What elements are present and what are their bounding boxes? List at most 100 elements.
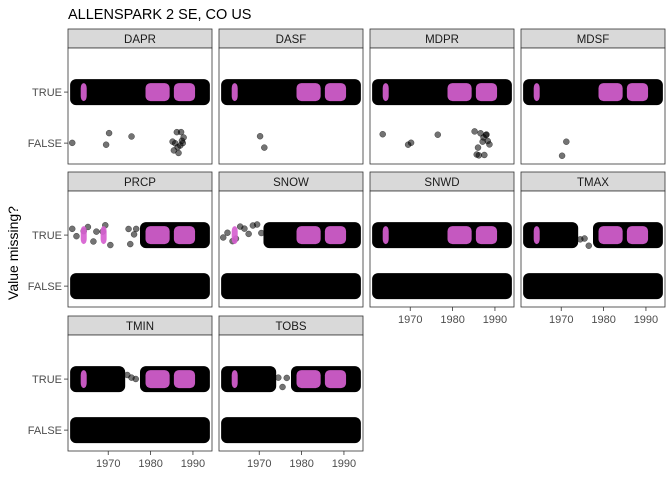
x-tick-label: 1990	[181, 458, 205, 470]
false-point	[177, 128, 185, 136]
false-observed-block	[221, 417, 361, 444]
x-tick-label: 1970	[247, 458, 271, 470]
false-point	[180, 134, 187, 141]
false-point	[379, 130, 386, 138]
facet-panel-mdsf: MDSF	[520, 28, 666, 165]
true-observed-block	[523, 222, 579, 249]
false-point	[471, 128, 478, 135]
y-axis-title: Value missing?	[5, 206, 21, 300]
highlight-segment	[296, 370, 321, 389]
true-point	[275, 374, 282, 381]
x-tick-label: 1990	[634, 314, 658, 326]
false-point	[486, 141, 493, 148]
highlight-segment	[324, 370, 347, 389]
y-tick-label: FALSE	[28, 425, 62, 437]
false-point	[128, 133, 135, 140]
true-point	[219, 234, 227, 241]
x-tick-label: 1980	[138, 458, 162, 470]
highlight-segment	[447, 83, 472, 102]
true-point	[68, 225, 76, 233]
y-tick-label: TRUE	[32, 374, 62, 386]
highlight-segment	[231, 370, 238, 389]
panel-border	[520, 47, 666, 165]
true-point	[283, 374, 291, 382]
false-point	[434, 131, 442, 138]
highlight-segment	[231, 83, 238, 102]
false-observed-block	[70, 417, 210, 444]
false-observed-block	[523, 273, 663, 300]
false-point	[174, 143, 181, 151]
facet-strip-label: SNOW	[273, 177, 309, 189]
y-tick-label: FALSE	[28, 281, 62, 293]
true-point	[245, 230, 252, 238]
highlight-segment	[598, 83, 623, 102]
highlight-segment	[80, 370, 87, 389]
true-point	[125, 225, 132, 233]
false-point	[256, 132, 264, 140]
facet-panel-snow: SNOW	[218, 171, 364, 308]
highlight-segment	[100, 226, 107, 245]
highlight-segment	[324, 226, 347, 245]
highlight-segment	[80, 226, 87, 245]
y-tick-label: TRUE	[32, 230, 62, 242]
facet-panel-tobs: TOBS 1970 1980 1990	[218, 315, 364, 470]
highlight-segment	[533, 226, 540, 245]
highlight-segment	[626, 226, 649, 245]
x-tick-label: 1980	[289, 458, 313, 470]
false-point	[558, 152, 566, 159]
x-tick-label: 1970	[96, 458, 120, 470]
highlight-segment	[145, 226, 170, 245]
x-tick-label: 1990	[332, 458, 356, 470]
highlight-segment	[173, 83, 196, 102]
facet-strip-label: PRCP	[124, 177, 156, 189]
x-tick-label: 1980	[591, 314, 615, 326]
facet-panel-dapr: DAPR TRUE FALSE	[28, 28, 213, 165]
true-point	[241, 225, 248, 232]
highlight-segment	[296, 83, 321, 102]
x-tick-label: 1990	[483, 314, 507, 326]
x-tick-label: 1970	[549, 314, 573, 326]
false-point	[483, 131, 490, 138]
highlight-segment	[626, 83, 649, 102]
facet-panel-tmax: TMAX 1970 1980 1990	[520, 171, 666, 326]
y-tick-label: FALSE	[28, 138, 62, 150]
highlight-segment	[475, 226, 498, 245]
highlight-segment	[145, 370, 170, 389]
true-observed-block	[221, 366, 277, 393]
facet-strip-label: SNWD	[424, 177, 459, 189]
false-observed-block	[221, 273, 361, 300]
true-point	[279, 383, 286, 391]
false-point	[474, 144, 482, 151]
true-point	[107, 241, 114, 249]
highlight-segment	[382, 83, 389, 102]
facet-strip-label: TOBS	[275, 321, 306, 333]
true-point	[93, 228, 100, 235]
x-tick-label: 1980	[440, 314, 464, 326]
true-point	[224, 229, 231, 237]
facet-strip-label: MDSF	[577, 34, 610, 46]
highlight-segment	[533, 83, 540, 102]
facet-strip-label: MDPR	[425, 34, 459, 46]
facet-strip-label: TMIN	[126, 321, 154, 333]
highlight-segment	[475, 83, 498, 102]
highlight-segment	[447, 226, 472, 245]
panel-border	[67, 47, 213, 165]
panel-border	[369, 47, 515, 165]
true-point	[581, 235, 588, 242]
facet-panels: DAPR TRUE FALSE DASF MDPR MDSF PRCP TRUE FALSE SN…	[28, 28, 666, 470]
highlight-segment	[296, 226, 321, 245]
facet-strip-label: DASF	[276, 34, 307, 46]
panel-border	[218, 47, 364, 165]
facet-panel-prcp: PRCP TRUE FALSE	[28, 171, 213, 308]
false-point	[475, 152, 483, 159]
highlight-segment	[145, 83, 170, 102]
chart-title: ALLENSPARK 2 SE, CO US	[68, 7, 251, 23]
true-observed-block	[70, 366, 126, 393]
highlight-segment	[598, 226, 623, 245]
true-point	[73, 232, 80, 240]
true-point	[253, 221, 261, 228]
facet-panel-dasf: DASF	[218, 28, 364, 165]
x-tick-label: 1970	[398, 314, 422, 326]
